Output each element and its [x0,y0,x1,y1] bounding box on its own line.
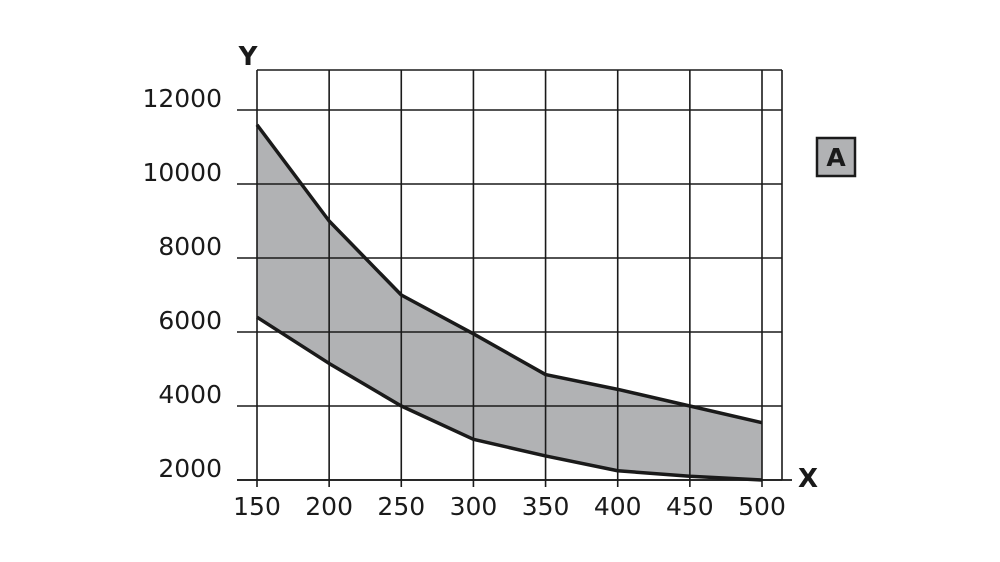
y-tick-label: 8000 [158,232,222,261]
x-tick-label: 400 [594,492,642,521]
y-axis-title: Y [238,42,259,72]
x-tick-label: 150 [233,492,281,521]
legend: A [815,136,857,178]
y-tick-label: 10000 [142,158,222,187]
legend-label: A [826,143,846,172]
y-tick-label: 4000 [158,380,222,409]
x-tick-label: 300 [450,492,498,521]
x-tick-label: 200 [305,492,353,521]
x-tick-label: 350 [522,492,570,521]
series-line-lower [256,315,763,482]
legend-swatch [815,136,857,178]
series-line-upper [255,123,763,425]
x-axis-title: X [798,464,818,494]
x-tick-label: 450 [666,492,714,521]
y-tick-label: 6000 [158,306,222,335]
y-tick-label: 2000 [158,454,222,483]
x-tick-label: 500 [738,492,786,521]
band-area [257,124,762,481]
y-tick-label: 12000 [142,84,222,113]
x-tick-label: 250 [377,492,425,521]
